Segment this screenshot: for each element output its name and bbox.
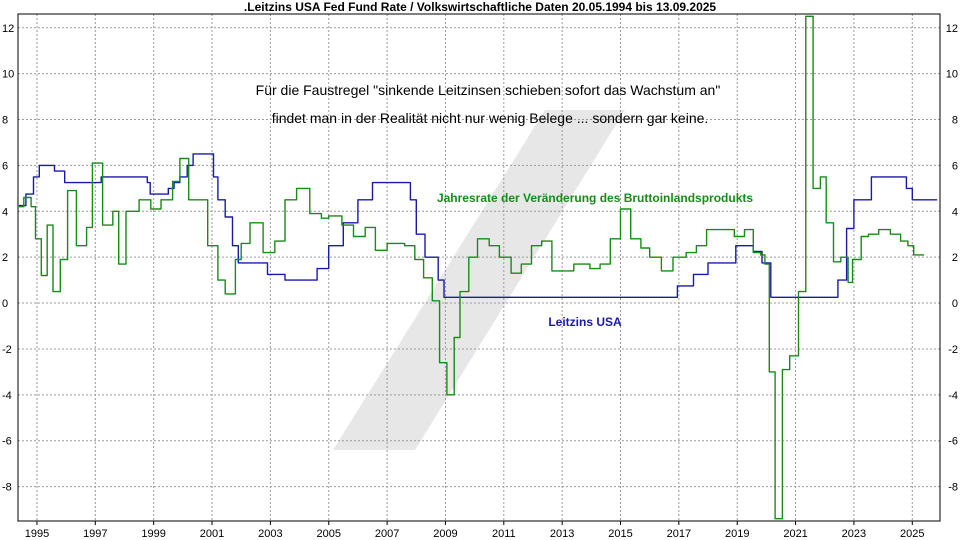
plot-frame [17, 13, 941, 522]
chart-title: .Leitzins USA Fed Fund Rate / Volkswirts… [243, 0, 717, 14]
y-tick-label-left: 0 [2, 298, 8, 310]
x-tick-label: 2009 [433, 528, 457, 540]
y-tick-label-right: 8 [952, 115, 958, 127]
x-tick-label: 2021 [783, 528, 807, 540]
y-tick-label-left: 8 [2, 115, 8, 127]
y-tick-label-right: -6 [948, 436, 958, 448]
y-tick-label-left: -6 [2, 436, 12, 448]
x-tick-label: 2019 [725, 528, 749, 540]
y-tick-label-right: 4 [952, 206, 958, 218]
x-tick-label: 2005 [316, 528, 340, 540]
y-tick-label-left: 4 [2, 206, 8, 218]
y-tick-label-right: 6 [952, 160, 958, 172]
series-label-bip: Jahresrate der Veränderung des Bruttoinl… [437, 191, 753, 205]
x-tick-label: 2011 [492, 528, 516, 540]
y-tick-label-right: -2 [948, 344, 958, 356]
annotation-line-1: Für die Faustregel "sinkende Leitzinsen … [256, 82, 721, 98]
y-tick-label-left: -2 [2, 344, 12, 356]
x-tick-label: 2001 [200, 528, 224, 540]
x-tick-label: 2007 [375, 528, 399, 540]
x-tick-label: 2017 [667, 528, 691, 540]
y-tick-label-left: 10 [2, 69, 14, 81]
y-tick-label-left: 12 [2, 23, 14, 35]
x-tick-label: 2013 [550, 528, 574, 540]
y-tick-label-left: 6 [2, 160, 8, 172]
x-tick-label: 2015 [608, 528, 632, 540]
y-tick-label-left: 2 [2, 252, 8, 264]
y-tick-label-right: 10 [946, 69, 958, 81]
annotation-line-2: findet man in der Realität nicht nur wen… [272, 110, 709, 126]
series-line-leitzins [18, 153, 938, 298]
y-tick-label-left: -4 [2, 390, 12, 402]
y-tick-label-right: 0 [952, 298, 958, 310]
series-line-bip [18, 15, 924, 520]
x-tick-label: 2003 [258, 528, 282, 540]
y-tick-label-right: 2 [952, 252, 958, 264]
y-tick-label-right: 12 [946, 23, 958, 35]
y-tick-label-left: -8 [2, 482, 12, 494]
series-label-leitzins: Leitzins USA [548, 315, 622, 329]
y-tick-label-right: -8 [948, 482, 958, 494]
watermark-shape [333, 110, 625, 450]
x-tick-label: 1999 [141, 528, 165, 540]
x-tick-label: 1995 [25, 528, 49, 540]
x-tick-label: 2025 [900, 528, 924, 540]
x-tick-label: 1997 [83, 528, 107, 540]
x-tick-label: 2023 [842, 528, 866, 540]
y-tick-label-right: -4 [948, 390, 958, 402]
